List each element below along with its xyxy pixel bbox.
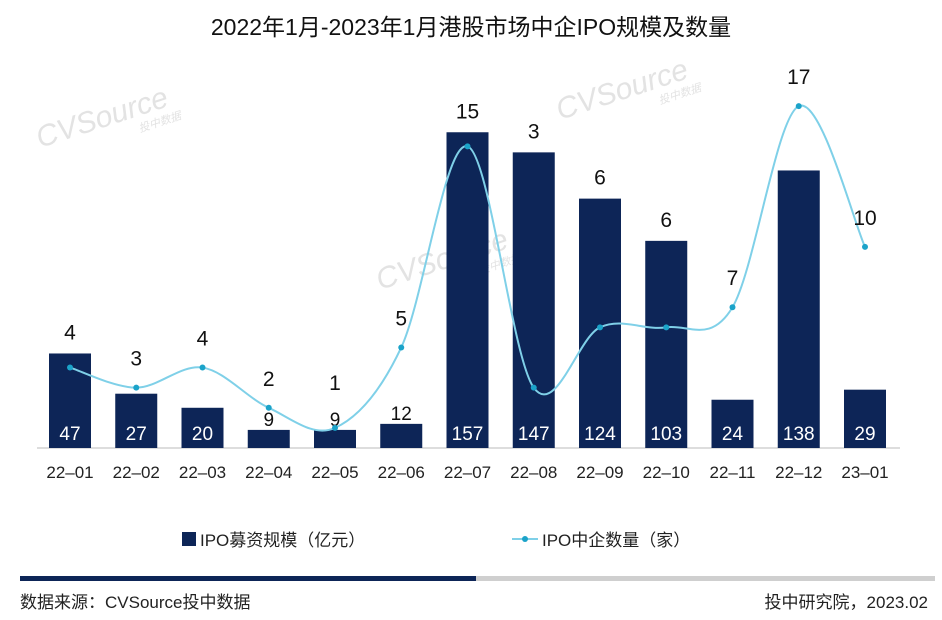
footer-source: 数据来源：CVSource投中数据 (20, 593, 251, 612)
svg-text:CVSource: CVSource (552, 53, 692, 127)
line-point (862, 243, 868, 250)
bar-data-label: 12 (391, 404, 412, 425)
bar (314, 429, 356, 448)
line-data-label: 10 (853, 207, 876, 230)
x-tick-label: 23–01 (841, 463, 888, 482)
bar-data-label: 29 (854, 424, 875, 445)
legend-item-bar: IPO募资规模（亿元） (182, 526, 365, 551)
line-data-label: 5 (395, 307, 407, 330)
x-tick-label: 22–09 (576, 463, 623, 482)
line-point (663, 324, 670, 331)
bar-data-label: 138 (783, 424, 815, 445)
x-tick-label: 22–07 (444, 463, 491, 482)
bar-data-label: 147 (518, 424, 550, 445)
watermark-logo: CVSource投中数据 (32, 81, 185, 155)
bar-data-label: 47 (59, 424, 80, 445)
line-point (199, 364, 206, 371)
svg-text:CVSource: CVSource (32, 81, 172, 155)
bar-data-label: 103 (650, 424, 682, 445)
bar (446, 132, 489, 448)
legend-label-line: IPO中企数量（家） (542, 531, 691, 550)
line-data-label: 15 (456, 100, 479, 123)
line-point (795, 103, 802, 110)
bar-data-label: 20 (192, 424, 213, 445)
line-point (729, 304, 736, 311)
line-point (530, 384, 537, 391)
line-point (133, 384, 140, 391)
bar (247, 429, 290, 448)
x-tick-label: 22–11 (709, 463, 755, 482)
bar (777, 170, 820, 448)
line-point (464, 143, 471, 150)
legend-swatch-line (512, 535, 538, 542)
line-data-label: 4 (197, 328, 209, 351)
bar-data-label: 24 (722, 424, 744, 445)
bar (181, 407, 224, 448)
bar (711, 399, 754, 448)
line-data-label: 17 (787, 66, 810, 89)
line-data-label: 1 (329, 372, 341, 395)
svg-text:CVSource: CVSource (372, 223, 512, 297)
x-tick-label: 22–10 (643, 463, 690, 482)
legend-swatch-bar (182, 531, 196, 546)
line-data-label: 6 (660, 209, 672, 232)
line-data-label: 4 (64, 321, 76, 344)
legend-item-line: IPO中企数量（家） (512, 526, 690, 551)
line-series (69, 104, 866, 432)
bar-data-label: 124 (584, 424, 616, 445)
bar (645, 240, 688, 448)
bar (512, 152, 555, 448)
line-data-label: 3 (528, 120, 540, 143)
chart-title: 2022年1月-2023年1月港股市场中企IPO规模及数量 (210, 14, 732, 40)
bar (844, 389, 886, 448)
line-data-label: 3 (130, 348, 142, 371)
footer-credit: 投中研究院，2023.02 (764, 593, 928, 612)
footer-divider-light (476, 576, 935, 581)
x-tick-label: 22–04 (245, 463, 292, 482)
watermark-logo: CVSource投中数据 (552, 53, 705, 127)
bar-data-label: 9 (330, 410, 341, 431)
legend-label-bar: IPO募资规模（亿元） (200, 531, 366, 550)
x-tick-label: 22–01 (46, 463, 93, 482)
line-point (67, 364, 73, 371)
x-tick-label: 22–02 (113, 463, 160, 482)
x-tick-label: 22–05 (311, 463, 358, 482)
x-tick-label: 22–08 (510, 463, 557, 482)
footer-divider-dark (20, 576, 476, 581)
bar-data-label: 157 (452, 424, 484, 445)
line-data-label: 2 (263, 368, 275, 391)
line-point (398, 344, 405, 351)
bar-data-label: 27 (126, 424, 147, 445)
bar (380, 423, 423, 448)
line-point (597, 324, 603, 331)
line-point (265, 404, 272, 411)
line-data-label: 7 (727, 267, 739, 290)
bar-data-label: 9 (263, 410, 274, 431)
x-tick-label: 22–03 (179, 463, 226, 482)
bar (115, 393, 158, 448)
x-tick-label: 22–12 (775, 463, 822, 482)
x-tick-label: 22–06 (378, 463, 425, 482)
line-point (332, 424, 338, 431)
line-data-label: 6 (594, 167, 606, 190)
